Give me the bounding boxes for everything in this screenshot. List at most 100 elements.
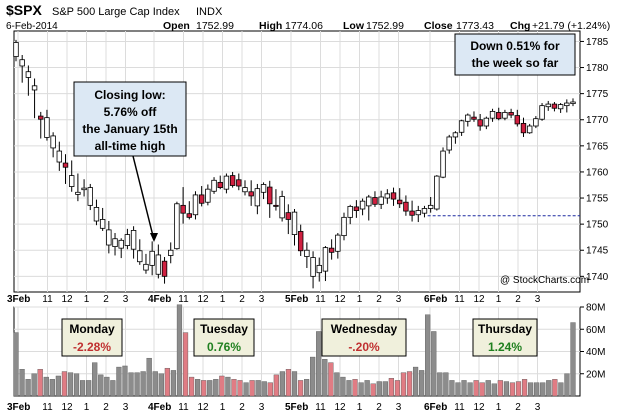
price-y-tick-label: 1775: [586, 89, 609, 100]
volume-bar: [570, 322, 576, 397]
volume-bar: [86, 380, 92, 397]
volume-bar: [255, 380, 261, 397]
candle-body: [198, 194, 205, 204]
candle: [205, 184, 211, 206]
candle: [217, 175, 223, 190]
candle-body: [205, 188, 211, 203]
day-box-thursday: Thursday 1.24%: [472, 318, 538, 357]
candle: [168, 242, 174, 264]
candle-body: [56, 150, 63, 163]
candle: [254, 183, 261, 215]
price-x-tick-label: 4Feb: [148, 294, 171, 305]
candle: [93, 199, 100, 226]
volume-bar: [558, 382, 564, 397]
volume-bar: [509, 382, 516, 397]
volume-x-tick-label: 2: [515, 402, 521, 413]
volume-bar: [61, 371, 68, 397]
candle: [297, 224, 304, 256]
volume-bar: [291, 371, 298, 397]
monday-label: Monday: [69, 322, 115, 336]
candle-body: [75, 191, 81, 195]
chart-date: 6-Feb-2014: [6, 21, 58, 32]
candle-body: [415, 210, 421, 216]
candle-body: [186, 213, 192, 218]
candle: [13, 39, 19, 62]
volume-bar: [249, 380, 255, 397]
callout-arrow-head: [150, 233, 158, 242]
candle-body: [248, 191, 254, 197]
volume-x-tick-label: 2: [376, 402, 382, 413]
candle: [366, 194, 372, 221]
volume-bar: [207, 380, 213, 397]
volume-bar: [388, 378, 394, 397]
volume-bar: [37, 369, 43, 397]
candle: [38, 111, 44, 139]
volume-bar: [515, 381, 522, 397]
volume-bar: [449, 380, 455, 397]
thursday-label: Thursday: [478, 322, 532, 336]
price-x-tick-label: 1: [357, 294, 363, 305]
closing-low-box: [73, 81, 187, 157]
candle: [149, 241, 155, 276]
price-y-tick-label: 1740: [586, 272, 609, 283]
volume-bar: [49, 379, 55, 397]
price-x-tick-label: 3: [396, 294, 402, 305]
candle-body: [81, 187, 87, 191]
price-y-tick-label: 1745: [586, 246, 609, 257]
candle-body: [25, 71, 32, 78]
price-x-tick-label: 3: [123, 294, 129, 305]
candle: [341, 212, 347, 241]
volume-bar: [31, 373, 37, 397]
volume-bar: [219, 375, 225, 397]
candle: [335, 233, 341, 259]
candle: [570, 98, 576, 107]
closing-low-line-3: the January 15th: [82, 122, 177, 136]
price-x-tick-label: 3: [259, 294, 265, 305]
candle: [62, 154, 69, 184]
candle-body: [403, 201, 409, 212]
open-value: 1752.99: [196, 20, 234, 32]
thursday-box: [472, 318, 538, 357]
volume-bar: [116, 366, 122, 397]
candle-body: [93, 207, 100, 222]
chart-exchange: INDX: [196, 6, 223, 18]
volume-bar: [25, 379, 31, 397]
candle: [477, 113, 483, 131]
candle: [161, 257, 168, 284]
volume-bar: [352, 379, 358, 397]
candle-body: [118, 239, 124, 249]
candle-body: [353, 206, 360, 211]
candle-body: [217, 181, 223, 189]
candle: [279, 190, 285, 222]
candle-body: [149, 250, 155, 266]
closing-low-callout: Closing low: 5.76% off the January 15th …: [73, 81, 187, 242]
price-x-tick-label: 11: [42, 294, 53, 305]
candle-body: [254, 188, 261, 207]
volume-bar: [146, 357, 152, 397]
price-x-tick-label: 12: [61, 294, 73, 305]
candle-body: [316, 264, 322, 274]
price-x-tick-label: 12: [197, 294, 209, 305]
volume-bar: [128, 372, 134, 397]
candle-body: [570, 101, 576, 104]
volume-bar: [73, 373, 80, 397]
volume-x-tick-label: 1: [220, 402, 226, 413]
volume-bar: [552, 379, 558, 397]
price-x-tick-label: 11: [454, 294, 465, 305]
monday-change: -2.28%: [73, 340, 111, 354]
candle: [347, 204, 353, 225]
candle-body: [112, 238, 118, 247]
candle: [403, 195, 409, 216]
price-x-tick-label: 2: [376, 294, 382, 305]
close-label: Close: [424, 20, 453, 32]
volume-bar: [546, 380, 552, 397]
watermark: @ StockCharts.com: [500, 275, 589, 286]
candle: [198, 186, 205, 207]
price-x-tick-label: 12: [334, 294, 346, 305]
candle-body: [390, 192, 397, 200]
wednesday-label: Wednesday: [331, 322, 398, 336]
candle: [508, 108, 514, 119]
candle: [25, 65, 32, 96]
candle-body: [99, 219, 106, 229]
candle-body: [434, 175, 440, 210]
